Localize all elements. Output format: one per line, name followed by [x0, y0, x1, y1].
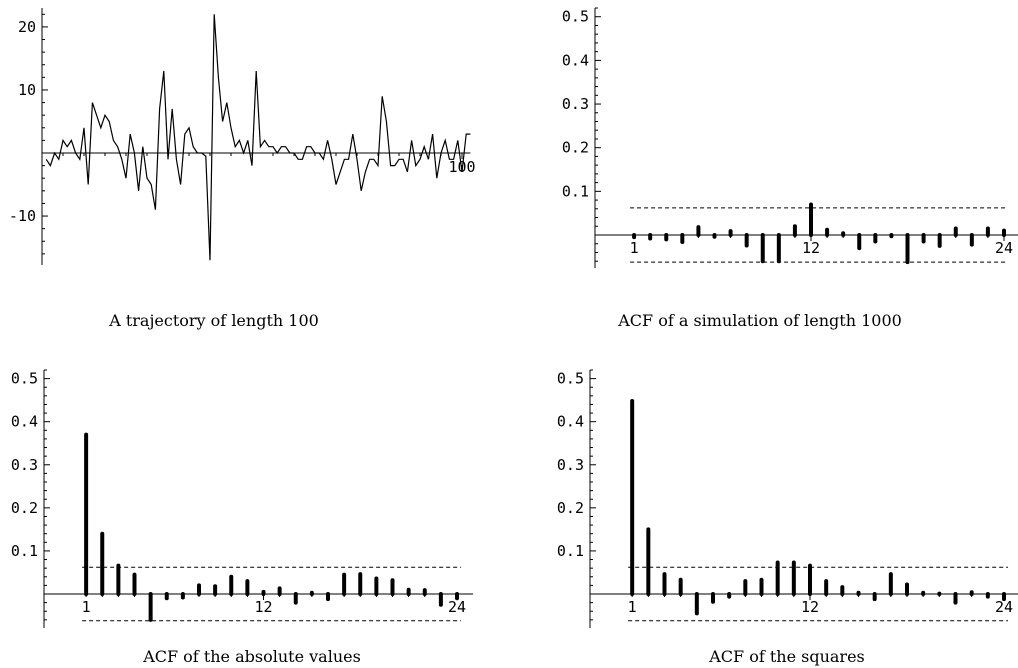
panel-acf-squares: 0.5 0.4 0.3 0.2 0.1 1 12 24 [557, 369, 1018, 628]
x-tick-label: 24 [995, 598, 1013, 616]
x-tick-label: 12 [802, 239, 820, 257]
x-tick-label: 1 [82, 598, 91, 616]
y-tick-label: 10 [18, 81, 36, 99]
x-tick-label: 12 [254, 598, 272, 616]
caption-acf-simulation: ACF of a simulation of length 1000 [617, 311, 902, 330]
y-tick-label: 0.3 [557, 456, 584, 474]
y-tick-label: 0.5 [11, 370, 38, 388]
x-tick-label: 1 [630, 239, 639, 257]
y-tick-label: -10 [9, 207, 36, 225]
y-tick-label: 0.2 [557, 499, 584, 517]
y-tick-label: 0.1 [562, 182, 589, 200]
x-tick-label: 12 [801, 598, 819, 616]
caption-acf-squares: ACF of the squares [708, 647, 865, 666]
panel-acf-simulation: 0.5 0.4 0.3 0.2 0.1 1 12 24 [562, 7, 1018, 268]
caption-trajectory: A trajectory of length 100 [108, 311, 319, 330]
y-tick-label: 0.1 [11, 542, 38, 560]
y-tick-label: 0.4 [562, 51, 589, 69]
y-tick-label: 20 [18, 18, 36, 36]
caption-acf-absolute-values: ACF of the absolute values [142, 647, 361, 666]
panel-acf-absolute-values: 0.5 0.4 0.3 0.2 0.1 1 12 24 [11, 369, 474, 628]
y-tick-label: 0.4 [11, 413, 38, 431]
y-tick-label: 0.3 [11, 456, 38, 474]
x-tick-label: 24 [995, 239, 1013, 257]
x-tick-label: 24 [448, 598, 466, 616]
y-tick-label: 0.2 [562, 139, 589, 157]
y-tick-label: 0.2 [11, 499, 38, 517]
y-tick-label: 0.3 [562, 95, 589, 113]
trajectory-line [45, 14, 471, 261]
y-tick-label: 0.4 [557, 413, 584, 431]
y-tick-label: 0.1 [557, 542, 584, 560]
y-tick-label: 0.5 [557, 370, 584, 388]
y-tick-label: 0.5 [562, 8, 589, 26]
x-tick-label: 1 [628, 598, 637, 616]
